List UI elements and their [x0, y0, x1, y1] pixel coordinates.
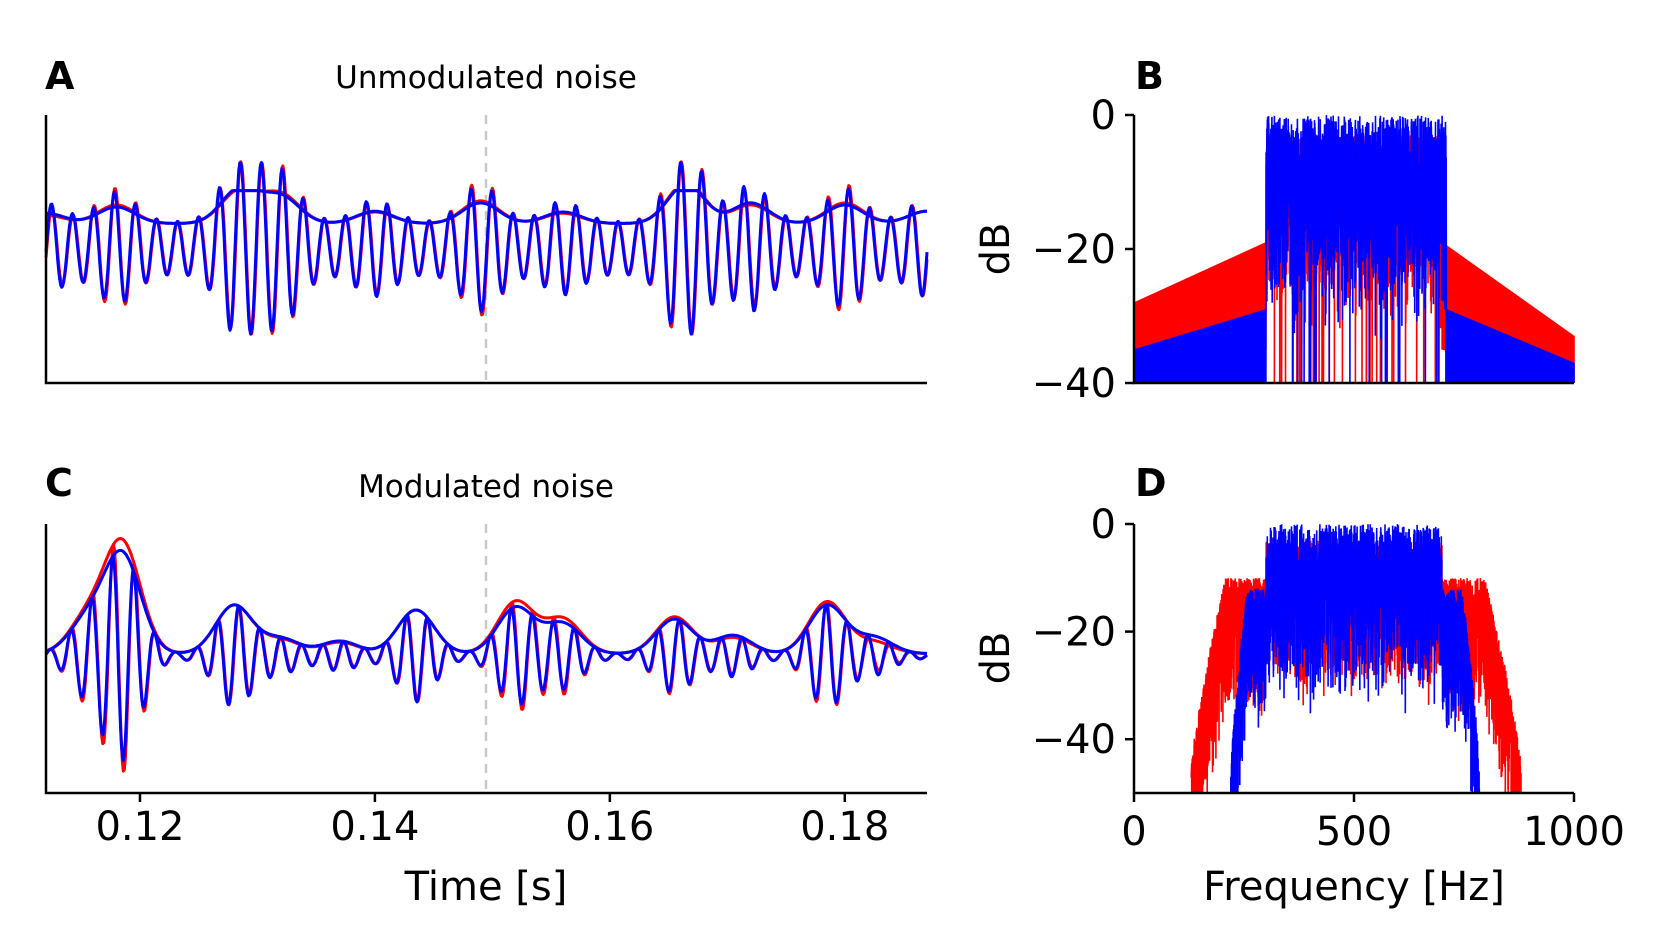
panel-c-x-tick-label: 0.18	[800, 804, 889, 850]
panel-c-xlabel: Time [s]	[404, 864, 568, 910]
panel-d-x-tick-label: 0	[1121, 809, 1146, 855]
panel-b-y-ticks: 0 −20 −40	[1032, 93, 1134, 407]
panel-b-ylabel: dB	[973, 223, 1019, 276]
panel-c-traces	[44, 537, 928, 773]
panel-c-x-tick-label: 0.16	[565, 804, 654, 850]
panel-c-axes	[44, 524, 927, 795]
panel-c-blue-fine-structure-line	[44, 555, 928, 762]
panel-a-blue-fine-structure-line	[44, 161, 929, 336]
panel-d-y-tick-label: −20	[1032, 610, 1116, 656]
panel-c-blue-envelope-line	[45, 548, 928, 655]
panel-a-title: Unmodulated noise	[335, 60, 637, 96]
panel-c-x-tick-label: 0.12	[95, 804, 184, 850]
panel-b-y-tick-label: −20	[1032, 227, 1116, 273]
panel-d-xlabel: Frequency [Hz]	[1203, 864, 1505, 910]
panel-b-blue-spectrum	[1133, 115, 1575, 384]
panel-letter-b: B	[1135, 54, 1164, 98]
panel-a: A Unmodulated noise	[44, 54, 929, 385]
panel-letter-c: C	[45, 461, 73, 505]
panel-d-y-tick-label: −40	[1032, 717, 1116, 763]
panel-a-traces	[44, 160, 929, 336]
panel-a-axes	[44, 115, 927, 385]
panel-c-x-tick-label: 0.14	[330, 804, 419, 850]
panel-d-x-tick-label: 1000	[1523, 809, 1625, 855]
panel-a-blue-envelope-line	[45, 189, 928, 225]
panel-d-spectra	[1190, 524, 1522, 794]
panel-c-x-ticks: 0.12 0.14 0.16 0.18	[95, 793, 889, 850]
panel-d-x-ticks: 0 500 1000	[1121, 793, 1625, 855]
panel-letter-a: A	[45, 54, 75, 98]
panel-b-y-tick-label: −40	[1032, 361, 1116, 407]
panel-d-x-tick-label: 500	[1316, 809, 1392, 855]
panel-d-y-tick-label: 0	[1091, 502, 1116, 548]
panel-d-ylabel: dB	[973, 632, 1019, 685]
panel-b-spectra	[1133, 115, 1575, 384]
panel-c-title: Modulated noise	[358, 469, 614, 505]
panel-d-y-ticks: 0 −20 −40	[1032, 502, 1134, 763]
panel-b-y-tick-label: 0	[1091, 93, 1116, 139]
panel-c: C Modulated noise 0.12 0.14 0.16 0.18 Time …	[44, 461, 928, 910]
panel-d: D 0 −20 −40 0 500 1000 dB Frequency [Hz]	[973, 461, 1625, 910]
panel-b: B 0 −20 −40 dB	[973, 54, 1575, 407]
panel-d-blue-spectrum	[1230, 524, 1481, 794]
panel-letter-d: D	[1135, 461, 1167, 505]
